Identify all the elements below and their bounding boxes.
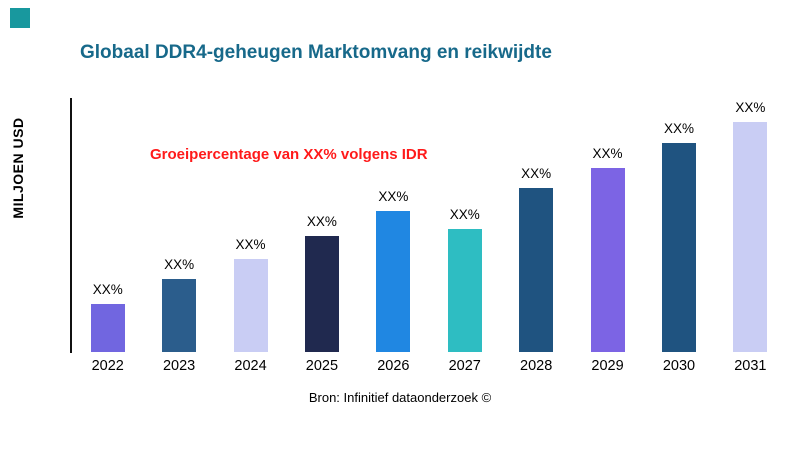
bar-value-label: XX% <box>164 256 195 272</box>
bar-value-label: XX% <box>735 100 766 115</box>
x-axis-tick-labels: 2022 2023 2024 2025 2026 2027 2028 2029 2030 2031 <box>72 358 786 374</box>
bar-column-2027: XX% <box>429 100 500 352</box>
bar-2023 <box>162 278 197 352</box>
x-tick-2030: 2030 <box>662 358 696 374</box>
bar-column-2024: XX% <box>215 100 286 352</box>
x-tick-2028: 2028 <box>520 358 553 374</box>
chart-title: Globaal DDR4-geheugen Marktomvang en rei… <box>80 42 552 63</box>
corner-logo-square <box>10 8 30 28</box>
x-tick-2022: 2022 <box>91 358 124 374</box>
x-tick-2026: 2026 <box>377 358 410 374</box>
x-tick-2025: 2025 <box>305 358 339 374</box>
bar-2022 <box>90 304 125 352</box>
x-tick-2024: 2024 <box>234 358 267 374</box>
bar-plot-area: XX% XX% XX% XX% XX% XX% XX% XX% XX% XX% <box>72 100 786 352</box>
bar-2030 <box>661 142 696 352</box>
bar-2031 <box>733 122 768 352</box>
bar-2024 <box>233 258 268 352</box>
x-tick-2027: 2027 <box>448 358 481 374</box>
bar-value-label: XX% <box>663 120 694 136</box>
bar-column-2026: XX% <box>358 100 429 352</box>
bar-column-2029: XX% <box>572 100 643 352</box>
y-axis-label: MILJOEN USD <box>10 117 26 219</box>
bar-column-2031: XX% <box>715 100 786 352</box>
bar-2029 <box>590 168 625 352</box>
bar-2026 <box>376 210 411 352</box>
bar-value-label: XX% <box>235 236 266 252</box>
bar-value-label: XX% <box>92 282 123 298</box>
x-tick-2023: 2023 <box>162 358 196 374</box>
bar-2025 <box>304 236 339 352</box>
bar-value-label: XX% <box>378 188 409 204</box>
source-attribution: Bron: Infinitief dataonderzoek © <box>308 390 492 405</box>
bar-2027 <box>447 228 482 352</box>
x-tick-2031: 2031 <box>734 358 767 374</box>
bar-column-2030: XX% <box>643 100 714 352</box>
bar-column-2025: XX% <box>286 100 357 352</box>
bar-column-2022: XX% <box>72 100 143 352</box>
bar-column-2023: XX% <box>143 100 214 352</box>
bar-value-label: XX% <box>521 166 552 182</box>
bar-column-2028: XX% <box>500 100 571 352</box>
bar-value-label: XX% <box>449 206 480 222</box>
bar-value-label: XX% <box>592 146 623 162</box>
bar-value-label: XX% <box>306 214 337 230</box>
y-axis-line <box>70 98 72 353</box>
x-tick-2029: 2029 <box>591 358 624 374</box>
growth-annotation: Groeipercentage van XX% volgens IDR <box>150 146 428 163</box>
bar-2028 <box>519 188 554 352</box>
